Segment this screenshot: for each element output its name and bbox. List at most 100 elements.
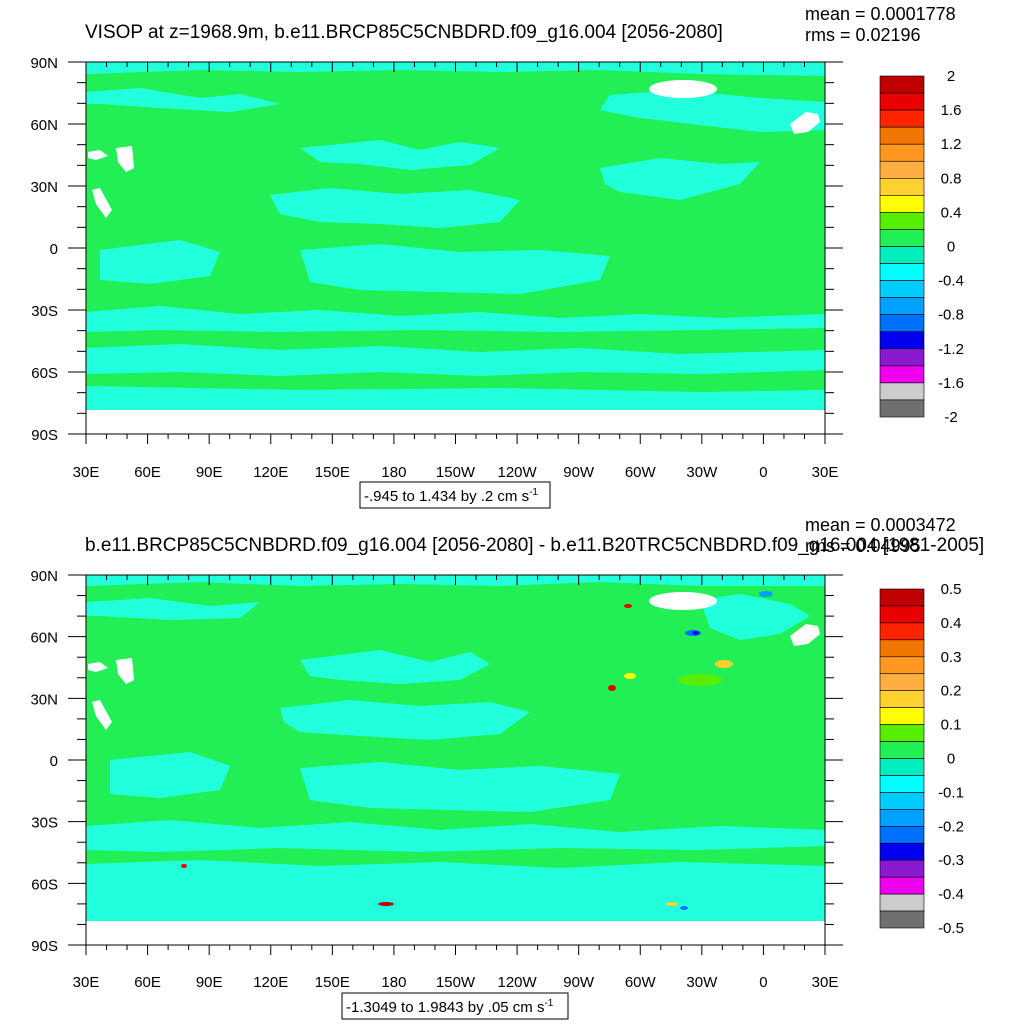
colorbar-swatch xyxy=(879,673,925,692)
negative-region xyxy=(600,90,825,132)
negative-region xyxy=(300,244,610,294)
negative-region xyxy=(110,752,230,798)
negative-region xyxy=(86,88,280,112)
lat-tick-label: 90N xyxy=(30,55,58,72)
map-field xyxy=(86,62,825,434)
lat-labels: 90N 60N 30N 0 30S 60S 90S xyxy=(30,568,58,955)
colorbar-swatch xyxy=(879,588,925,607)
colorbar-swatch xyxy=(879,109,925,128)
lon-tick-label: 120E xyxy=(253,464,288,481)
colorbar-swatch xyxy=(879,741,925,759)
panel-top: VISOP at z=1968.9m, b.e11.BRCP85C5CNBDRD… xyxy=(30,4,964,509)
colorbar-label: 0.3 xyxy=(941,649,962,666)
negative-region xyxy=(280,700,530,740)
anomaly-spot xyxy=(181,864,187,868)
lon-tick-label: 30W xyxy=(686,464,718,481)
negative-region xyxy=(600,158,760,200)
colorbar-swatch xyxy=(879,842,925,861)
lat-tick-label: 60S xyxy=(31,876,58,893)
colorbar-label: -0.1 xyxy=(938,784,964,801)
colorbar-swatch xyxy=(879,92,925,111)
range-annotation: -1.3049 to 1.9843 by .05 cm s-1 xyxy=(341,992,569,1020)
lon-tick-label: 0 xyxy=(759,974,767,991)
panel-bottom: b.e11.BRCP85C5CNBDRD.f09_g16.004 [2056-2… xyxy=(30,515,984,1020)
colorbar-swatch xyxy=(879,775,925,793)
lat-tick-label: 90N xyxy=(30,568,58,585)
lat-tick-label: 0 xyxy=(50,241,58,258)
anomaly-spot xyxy=(624,673,636,679)
negative-region xyxy=(300,140,500,170)
colorbar-swatch xyxy=(879,246,925,264)
colorbar-label: 2 xyxy=(947,68,955,85)
lat-tick-label: 30N xyxy=(30,179,58,196)
lon-tick-label: 60E xyxy=(134,464,161,481)
antarctic-mask xyxy=(86,410,825,434)
lat-tick-label: 60N xyxy=(30,117,58,134)
colorbar-swatch xyxy=(879,605,925,624)
lon-tick-label: 30W xyxy=(686,974,718,991)
colorbar-swatch xyxy=(879,859,925,878)
colorbar-swatch xyxy=(879,724,925,742)
greenland-mask xyxy=(649,592,717,610)
anomaly-spot xyxy=(666,902,678,906)
lon-tick-label: 90W xyxy=(563,974,595,991)
lon-tick-label: 30E xyxy=(812,974,839,991)
lat-tick-label: 60S xyxy=(31,365,58,382)
colorbar-label: -0.3 xyxy=(938,852,964,869)
colorbar-swatch xyxy=(879,195,925,213)
range-text: -1.3049 to 1.9843 by .05 cm s-1 xyxy=(346,998,554,1016)
lon-tick-label: 150W xyxy=(436,464,476,481)
lon-tick-label: 180 xyxy=(381,974,406,991)
negative-region xyxy=(86,386,825,410)
colorbar-swatch xyxy=(879,876,925,895)
lat-tick-label: 30S xyxy=(31,815,58,832)
colorbar-swatch xyxy=(879,707,925,725)
lon-tick-label: 150W xyxy=(436,974,476,991)
range-text: -.945 to 1.434 by .2 cm s-1 xyxy=(364,487,538,505)
colorbar-swatch xyxy=(879,314,925,333)
colorbar-swatch xyxy=(879,143,925,162)
colorbar-label: 0.4 xyxy=(941,615,962,632)
colorbar-swatch xyxy=(879,178,925,196)
colorbar-label: -0.2 xyxy=(938,818,964,835)
lon-tick-label: 180 xyxy=(381,464,406,481)
colorbar-label: 0 xyxy=(947,751,955,768)
lat-labels: 90N 60N 30N 0 30S 60S 90S xyxy=(30,55,58,444)
greenland-mask xyxy=(649,80,717,98)
colorbar-swatch xyxy=(879,212,925,230)
colorbar-label: -0.4 xyxy=(938,273,964,290)
lat-tick-label: 60N xyxy=(30,630,58,647)
negative-region xyxy=(700,594,810,640)
lon-tick-label: 150E xyxy=(315,974,350,991)
negative-region xyxy=(86,306,825,332)
negative-region xyxy=(270,188,520,228)
lat-tick-label: 0 xyxy=(50,753,58,770)
mean-stat: mean = 0.0003472 xyxy=(805,515,956,535)
panel-title: b.e11.BRCP85C5CNBDRD.f09_g16.004 [2056-2… xyxy=(85,535,984,556)
colorbar-swatch xyxy=(879,160,925,179)
colorbar-swatch xyxy=(879,825,925,844)
colorbar-label: -1.2 xyxy=(938,341,964,358)
range-box xyxy=(359,481,551,509)
range-label: -1.3049 to 1.9843 by .05 cm s xyxy=(346,999,544,1016)
lon-labels: 30E 60E 90E 120E 150E 180 150W 120W 90W 60W 30W 0 30… xyxy=(73,464,839,481)
lon-tick-label: 60W xyxy=(625,464,657,481)
colorbar-swatch xyxy=(879,280,925,298)
anomaly-spots xyxy=(181,591,773,910)
range-box xyxy=(341,992,569,1020)
colorbar-label: 1.6 xyxy=(941,102,962,119)
antarctic-mask xyxy=(86,921,825,945)
lon-tick-label: 120E xyxy=(253,974,288,991)
anomaly-spot xyxy=(608,685,616,691)
anomaly-spot xyxy=(678,674,722,686)
colorbar-swatch xyxy=(879,331,925,350)
colorbar-label: 0.2 xyxy=(941,683,962,700)
colorbar-swatch xyxy=(879,690,925,708)
colorbar-label: 0.5 xyxy=(941,581,962,598)
colorbar-swatch xyxy=(879,893,925,912)
colorbar-swatch xyxy=(879,365,925,384)
anomaly-spot xyxy=(624,604,632,608)
negative-region xyxy=(300,650,490,684)
anomaly-spot xyxy=(378,902,394,906)
axis-ticks xyxy=(68,61,843,444)
